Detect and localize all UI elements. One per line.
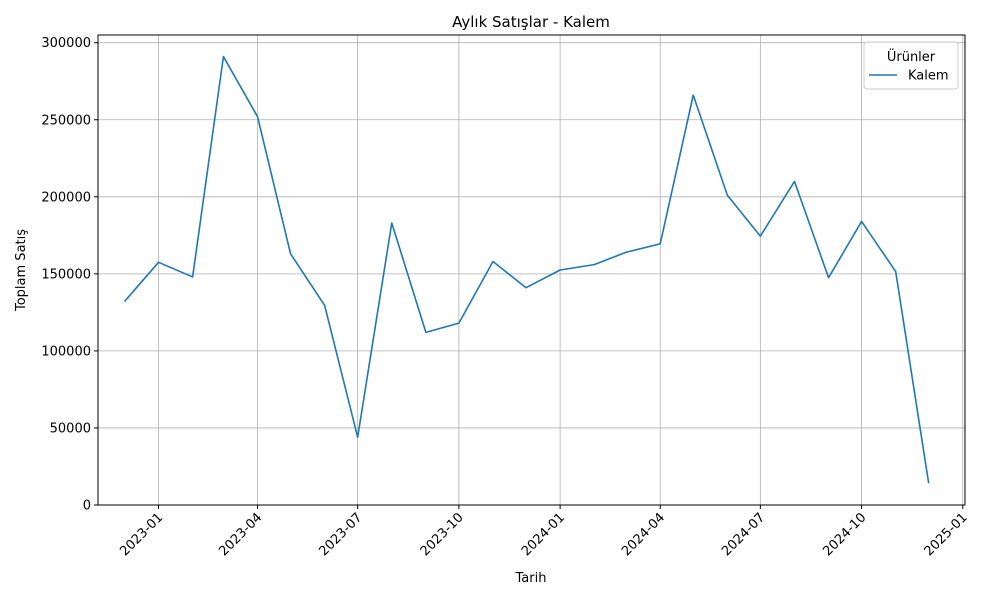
data-point — [928, 482, 930, 484]
data-point — [222, 56, 224, 58]
x-tick-label: 2025-01 — [922, 510, 971, 559]
legend-title: Ürünler — [887, 48, 936, 65]
data-point — [659, 243, 661, 245]
data-point — [793, 180, 795, 182]
data-point — [425, 331, 427, 333]
data-point — [828, 277, 830, 279]
legend-entry: Kalem — [908, 69, 949, 84]
legend: Ürünler Kalem — [863, 41, 959, 90]
x-axis: 2023-01 2023-04 2023-07 2023-10 2024-01 2024-… — [117, 505, 971, 559]
grid-lines — [98, 35, 965, 506]
series-line-kalem — [123, 55, 930, 484]
data-point — [458, 322, 460, 324]
data-point — [391, 222, 393, 224]
y-tick-label: 150000 — [41, 267, 91, 282]
x-tick-label: 2024-07 — [719, 510, 768, 559]
data-point — [759, 235, 761, 237]
data-point — [290, 253, 292, 255]
data-point — [559, 269, 561, 271]
x-tick-label: 2023-07 — [316, 510, 365, 559]
data-point — [593, 264, 595, 266]
legend-items: Kalem — [869, 69, 949, 84]
y-tick-label: 100000 — [41, 344, 91, 359]
data-point — [257, 116, 259, 118]
plot-frame — [97, 34, 966, 506]
data-point — [861, 220, 863, 222]
chart-title: Aylık Satışlar - Kalem — [452, 13, 610, 31]
data-point — [525, 287, 527, 289]
x-tick-label: 2024-01 — [519, 510, 568, 559]
y-tick-label: 50000 — [50, 421, 91, 436]
data-point — [357, 436, 359, 438]
x-tick-label: 2024-10 — [820, 510, 869, 559]
data-point — [123, 301, 125, 303]
data-point — [726, 194, 728, 196]
series-layer — [123, 55, 930, 484]
y-tick-label: 0 — [83, 499, 91, 514]
y-axis-label: Toplam Satış — [14, 229, 29, 312]
x-tick-label: 2024-04 — [619, 510, 668, 559]
y-axis: 0 50000 100000 150000 200000 250000 300000 — [41, 36, 98, 514]
x-tick-label: 2023-04 — [216, 510, 265, 559]
x-tick-label: 2023-10 — [418, 510, 467, 559]
data-point — [192, 276, 194, 278]
data-point — [625, 251, 627, 253]
data-point — [492, 261, 494, 263]
data-point — [895, 271, 897, 273]
data-point — [692, 94, 694, 96]
y-tick-label: 250000 — [41, 113, 91, 128]
x-tick-label: 2023-01 — [117, 510, 166, 559]
y-tick-label: 300000 — [41, 36, 91, 51]
legend-box — [863, 41, 959, 90]
data-point — [324, 304, 326, 306]
y-tick-label: 200000 — [41, 190, 91, 205]
x-axis-label: Tarih — [515, 571, 547, 586]
data-point — [158, 261, 160, 263]
